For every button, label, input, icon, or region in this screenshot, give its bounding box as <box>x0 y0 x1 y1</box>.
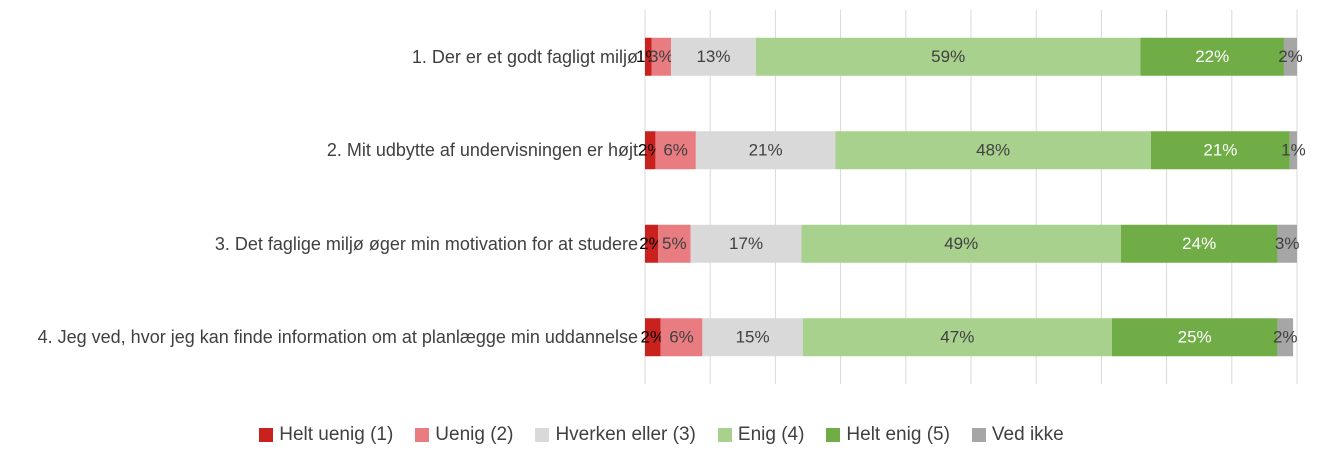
data-label: 25% <box>1178 328 1212 347</box>
data-label: 13% <box>696 47 730 66</box>
data-label: 2% <box>1273 328 1298 347</box>
data-label: 3% <box>649 47 674 66</box>
data-label: 49% <box>944 234 978 253</box>
bar-segment <box>702 318 803 357</box>
data-label: 5% <box>662 234 687 253</box>
bar-segment <box>1150 131 1290 170</box>
legend-label: Helt enig (5) <box>846 424 950 445</box>
legend: Helt uenig (1) Uenig (2) Hverken eller (3)… <box>0 424 1323 446</box>
bar-segment <box>1140 37 1284 76</box>
data-label: 48% <box>976 141 1010 160</box>
data-label: 2% <box>641 328 666 347</box>
data-label: 6% <box>669 328 694 347</box>
bar-segment <box>1120 224 1278 263</box>
bar-segment <box>1283 37 1297 76</box>
bar-segment <box>802 318 1112 357</box>
data-label: 17% <box>729 234 763 253</box>
data-label: 21% <box>1203 141 1237 160</box>
bar-segment <box>1277 318 1294 357</box>
legend-swatch <box>971 428 986 442</box>
legend-item: Helt uenig (1) <box>259 424 393 446</box>
data-label: 24% <box>1182 234 1216 253</box>
legend-label: Ved ikke <box>991 424 1064 445</box>
data-label: 47% <box>940 328 974 347</box>
legend-swatch <box>535 428 550 442</box>
data-label: 2% <box>639 234 664 253</box>
data-label: 2% <box>1278 47 1303 66</box>
legend-item: Hverken eller (3) <box>535 424 696 446</box>
category-label: 3. Det faglige miljø øger min motivation… <box>214 233 638 254</box>
bar-segment <box>801 224 1121 263</box>
category-label: 4. Jeg ved, hvor jeg kan finde informati… <box>37 327 638 348</box>
legend-swatch <box>259 428 274 442</box>
legend-label: Enig (4) <box>737 424 805 445</box>
legend-label: Hverken eller (3) <box>555 424 696 445</box>
bar-segment <box>651 37 672 76</box>
legend-item: Enig (4) <box>717 424 805 446</box>
legend-swatch <box>717 428 732 442</box>
category-label-box: 4. Jeg ved, hvor jeg kan finde informati… <box>0 307 638 367</box>
legend-swatch <box>415 428 430 442</box>
data-label: 1% <box>1281 141 1306 160</box>
category-label-box: 3. Det faglige miljø øger min motivation… <box>0 214 638 274</box>
category-label-box: 1. Der er et godt fagligt miljø <box>0 27 638 87</box>
bar-segment <box>690 224 802 263</box>
bar-segment <box>1289 131 1297 170</box>
legend-item: Helt enig (5) <box>826 424 950 446</box>
bar-segment <box>645 131 656 170</box>
bar-segment <box>695 131 836 170</box>
bar-segment <box>655 131 696 170</box>
data-label: 21% <box>749 141 783 160</box>
category-label: 2. Mit udbytte af undervisningen er højt <box>326 140 638 161</box>
bar-segment <box>645 318 661 357</box>
bar-segment <box>1111 318 1278 357</box>
data-label: 22% <box>1195 47 1229 66</box>
bar-segment <box>671 37 756 76</box>
bar-segment <box>660 318 703 357</box>
legend-item: Uenig (2) <box>415 424 513 446</box>
data-label: 3% <box>1275 234 1300 253</box>
data-label: 6% <box>663 141 688 160</box>
bar-segment <box>1277 224 1297 263</box>
chart: 1%3% 13% 59% 22% 2%2% 6% 21% 48% 21% 1%2%5% 17% 49%… <box>636 10 1306 384</box>
bar-segment <box>658 224 691 263</box>
bar-segment <box>755 37 1141 76</box>
category-label-box: 2. Mit udbytte af undervisningen er højt <box>0 120 638 180</box>
bar-segment <box>835 131 1151 170</box>
legend-label: Helt uenig (1) <box>279 424 394 445</box>
bar-segment <box>645 37 652 76</box>
legend-label: Uenig (2) <box>435 424 514 445</box>
bar-segment <box>645 224 659 263</box>
data-label: 15% <box>736 328 770 347</box>
legend-item: Ved ikke <box>971 424 1064 446</box>
category-label: 1. Der er et godt fagligt miljø <box>411 46 638 67</box>
legend-swatch <box>826 428 841 442</box>
data-label: 59% <box>931 47 965 66</box>
